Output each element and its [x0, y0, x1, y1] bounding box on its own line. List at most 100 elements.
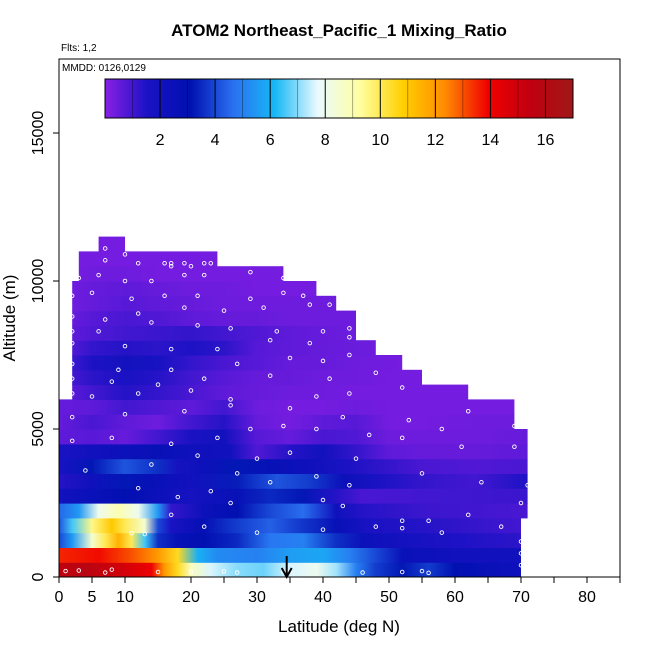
x-tick-label: 70 [512, 589, 530, 606]
sample-point [129, 530, 134, 536]
sample-point [320, 329, 326, 334]
sample-point [248, 296, 253, 302]
sample-point [69, 361, 75, 367]
sample-point [116, 367, 121, 373]
sample-point [122, 278, 128, 284]
sample-point [518, 403, 524, 408]
colorbar-tick-label: 10 [371, 132, 389, 149]
sample-point [96, 272, 101, 278]
flights-label: Flts: 1,2 [61, 43, 97, 54]
sample-point [287, 450, 293, 455]
sample-point [320, 527, 326, 532]
sample-point [340, 414, 346, 420]
sample-point [69, 340, 75, 346]
sample-point [314, 426, 319, 432]
heat-layer [72, 325, 356, 341]
sample-point [419, 471, 425, 476]
sample-point [69, 376, 75, 381]
sample-point [320, 358, 326, 364]
x-axis-label: Latitude (deg N) [278, 617, 400, 636]
heat-layer [98, 236, 125, 252]
sample-point [168, 346, 174, 352]
sample-point [109, 567, 115, 572]
sample-point [195, 293, 200, 299]
sample-point [287, 355, 293, 361]
sample-point [215, 435, 220, 441]
sample-point [347, 326, 352, 331]
sample-point [201, 272, 207, 278]
sample-point [254, 456, 260, 461]
sample-point [347, 391, 352, 396]
sample-point [399, 518, 405, 524]
y-axis: 0 5000 10000 15000 [30, 111, 59, 581]
sample-point [129, 296, 134, 302]
heat-layer [59, 547, 521, 563]
sample-point [314, 474, 319, 479]
sample-point [76, 275, 82, 281]
sample-point [201, 524, 207, 529]
sample-point [182, 260, 187, 266]
sample-point [267, 337, 273, 343]
sample-point [347, 352, 352, 358]
sample-point [83, 468, 88, 473]
sample-point [135, 311, 141, 316]
sample-point [353, 456, 359, 461]
heat-layer [72, 369, 422, 386]
heat-layer [72, 310, 356, 326]
sample-point [168, 260, 174, 266]
sample-point [135, 260, 141, 266]
sample-point [96, 329, 101, 334]
sample-point [373, 524, 379, 529]
sample-point [426, 518, 431, 524]
heat-layer [59, 517, 521, 534]
x-tick-label: 0 [55, 589, 64, 606]
heat-layer [78, 251, 218, 267]
sample-point [195, 453, 200, 458]
sample-point [307, 340, 313, 346]
sample-point [109, 435, 115, 441]
sample-point [439, 426, 445, 432]
sample-point [399, 569, 405, 575]
sample-point [327, 302, 332, 307]
sample-point [439, 530, 445, 535]
y-axis-label: Altitude (m) [0, 275, 19, 362]
sample-point [188, 263, 194, 269]
sample-point [201, 260, 207, 266]
sample-point [406, 417, 412, 423]
sample-point [281, 423, 286, 429]
sample-point [399, 525, 405, 531]
sample-point [518, 562, 524, 568]
sample-point [267, 373, 273, 378]
x-tick-label: 40 [314, 589, 332, 606]
y-tick-label: 5000 [30, 411, 47, 447]
sample-point [234, 570, 240, 575]
sample-point [168, 512, 174, 518]
sample-point [518, 551, 524, 556]
sample-point [155, 382, 161, 387]
heat-layer [59, 532, 521, 548]
sample-point [155, 569, 161, 575]
colorbar-tick-label: 4 [211, 132, 220, 149]
sample-point [188, 569, 194, 574]
sample-point [281, 275, 286, 281]
sample-point [162, 260, 167, 266]
heat-layer [59, 503, 528, 519]
x-axis: 0 5 10 20 30 40 50 60 70 80 [55, 577, 621, 606]
sample-point [63, 568, 68, 574]
colorbar-tick-label: 2 [156, 132, 165, 149]
sample-point [135, 391, 141, 396]
x-tick-label: 50 [380, 589, 398, 606]
sample-point [142, 531, 148, 537]
sample-point [465, 408, 471, 414]
latitude-arrow [280, 556, 293, 580]
sample-point [195, 323, 200, 328]
colorbar: 2 4 6 8 10 12 14 16 [104, 78, 574, 149]
sample-point [69, 391, 75, 396]
sample-point [360, 570, 365, 575]
sample-point [102, 246, 108, 251]
x-tick-label: 10 [116, 589, 134, 606]
sample-point [267, 480, 273, 485]
sample-point [347, 334, 352, 340]
sample-point [182, 305, 187, 310]
